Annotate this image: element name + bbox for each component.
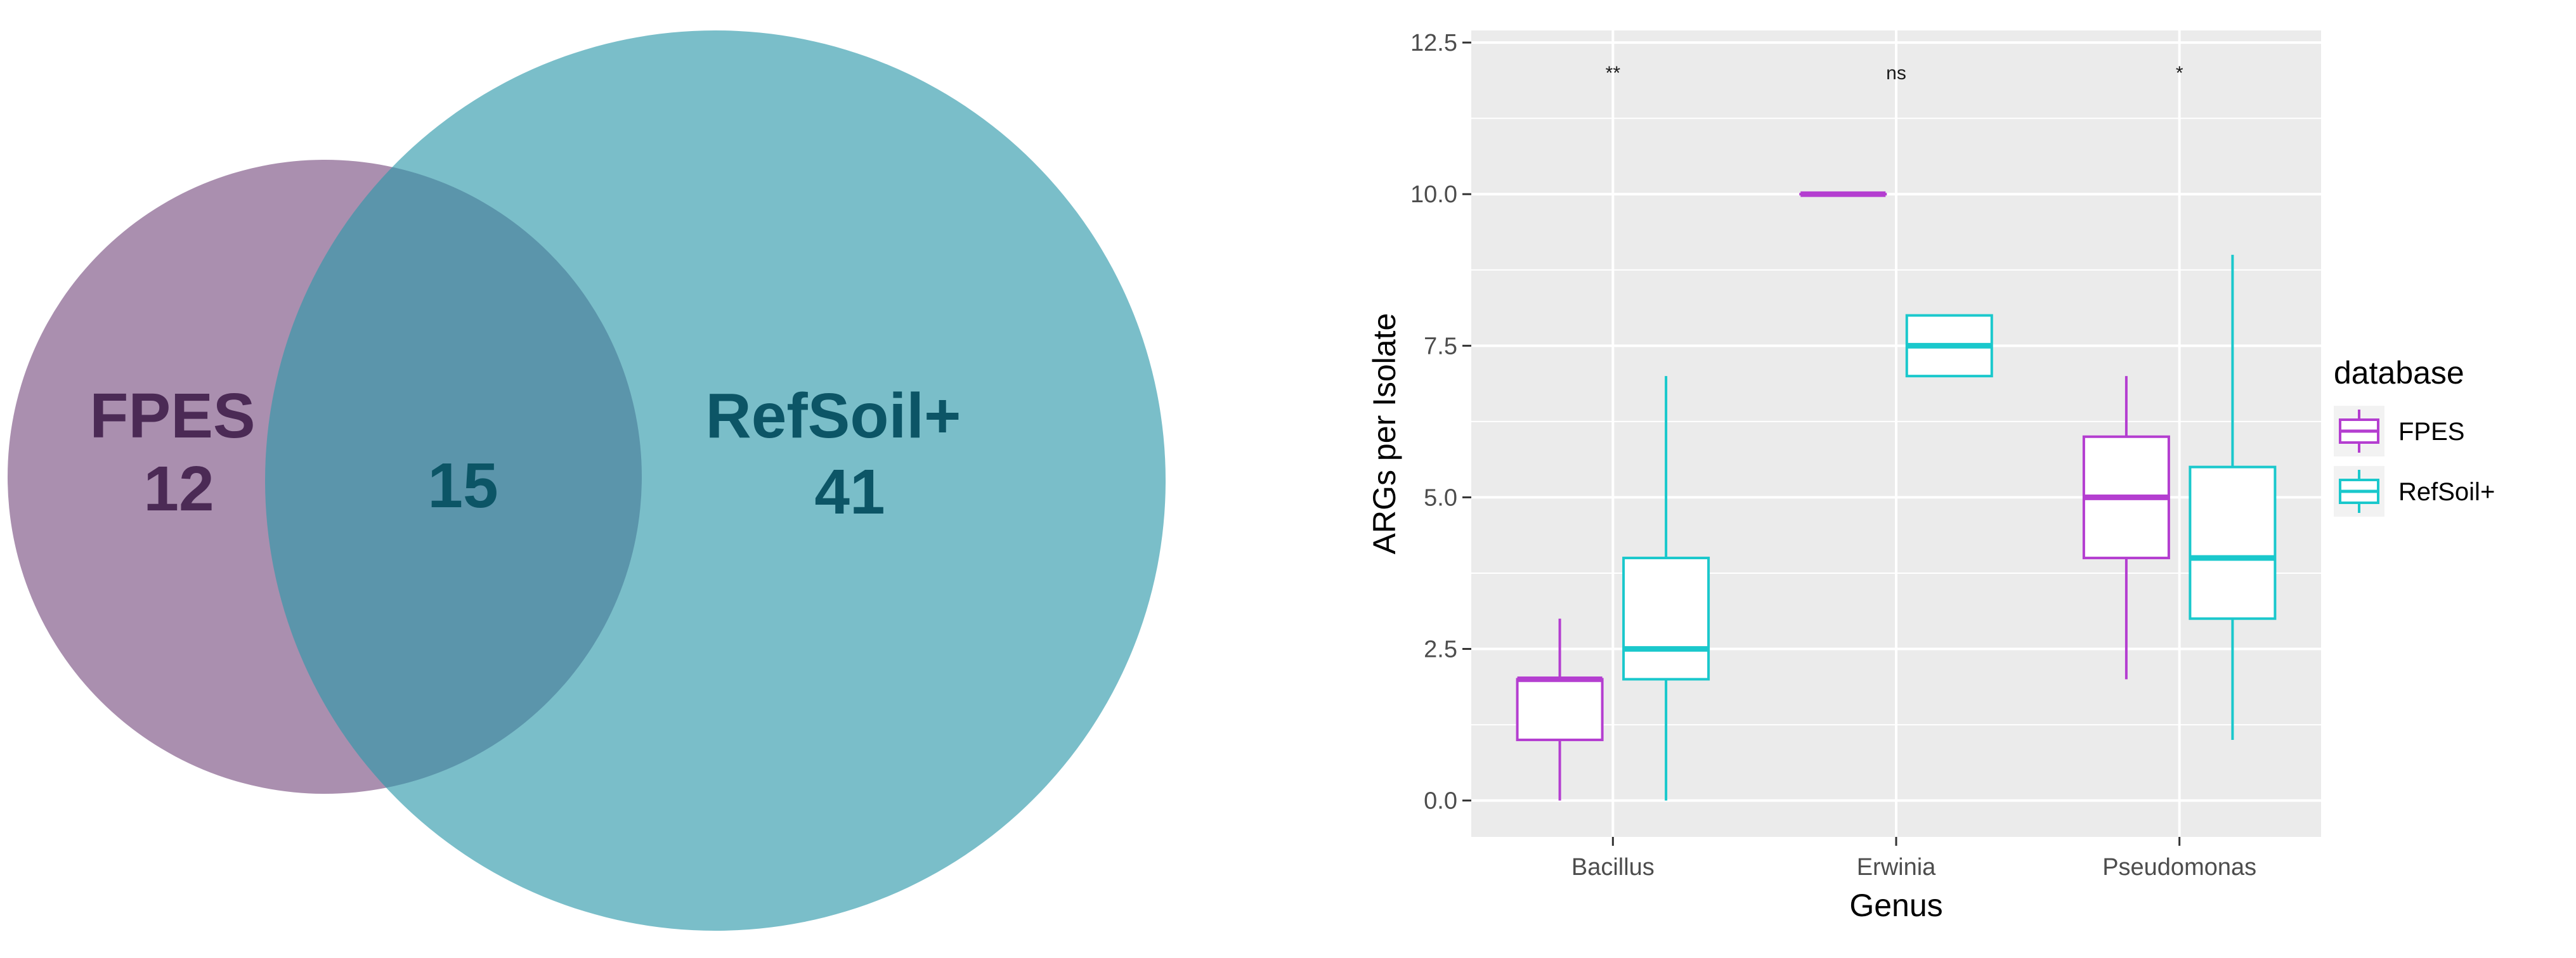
legend: database FPES RefSoil+ xyxy=(2334,355,2495,517)
venn-set-count-fpes: 12 xyxy=(143,453,214,524)
x-tick-label: Erwinia xyxy=(1857,854,1936,881)
y-tick-label: 5.0 xyxy=(1424,484,1457,511)
significance-label: * xyxy=(2176,63,2183,84)
y-tick-label: 12.5 xyxy=(1410,30,1457,56)
y-axis-title: ARGs per Isolate xyxy=(1367,313,1402,555)
venn-set-name-refsoil: RefSoil+ xyxy=(706,380,961,451)
y-tick-label: 0.0 xyxy=(1424,788,1457,815)
box xyxy=(2190,467,2275,619)
significance-label: ns xyxy=(1886,63,1906,84)
venn-intersection-count: 15 xyxy=(427,450,498,521)
x-axis-title: Genus xyxy=(1849,888,1942,923)
legend-label-refsoil: RefSoil+ xyxy=(2398,478,2495,506)
x-tick-label: Bacillus xyxy=(1571,854,1655,881)
boxplot-svg: ** ns * 0.0 2.5 5.0 7.5 10.0 12.5 Bacillus Erwini… xyxy=(1306,0,2576,955)
venn-set-name-fpes: FPES xyxy=(89,380,255,451)
venn-diagram: FPES 12 15 RefSoil+ 41 xyxy=(0,0,1205,955)
box xyxy=(1623,558,1708,679)
boxplot-chart: ** ns * 0.0 2.5 5.0 7.5 10.0 12.5 Bacillus Erwini… xyxy=(1306,0,2576,955)
venn-set-count-refsoil: 41 xyxy=(814,456,885,528)
y-tick-label: 2.5 xyxy=(1424,637,1457,663)
legend-label-fpes: FPES xyxy=(2398,418,2464,446)
y-tick-label: 7.5 xyxy=(1424,333,1457,359)
x-tick-label: Pseudomonas xyxy=(2102,854,2256,881)
legend-title: database xyxy=(2334,355,2464,391)
y-tick-label: 10.0 xyxy=(1410,181,1457,208)
significance-label: ** xyxy=(1606,63,1621,84)
venn-circle-refsoil xyxy=(265,30,1166,931)
legend-keys xyxy=(2334,406,2384,517)
box xyxy=(1518,679,1603,740)
venn-svg: FPES 12 15 RefSoil+ 41 xyxy=(0,0,1205,955)
